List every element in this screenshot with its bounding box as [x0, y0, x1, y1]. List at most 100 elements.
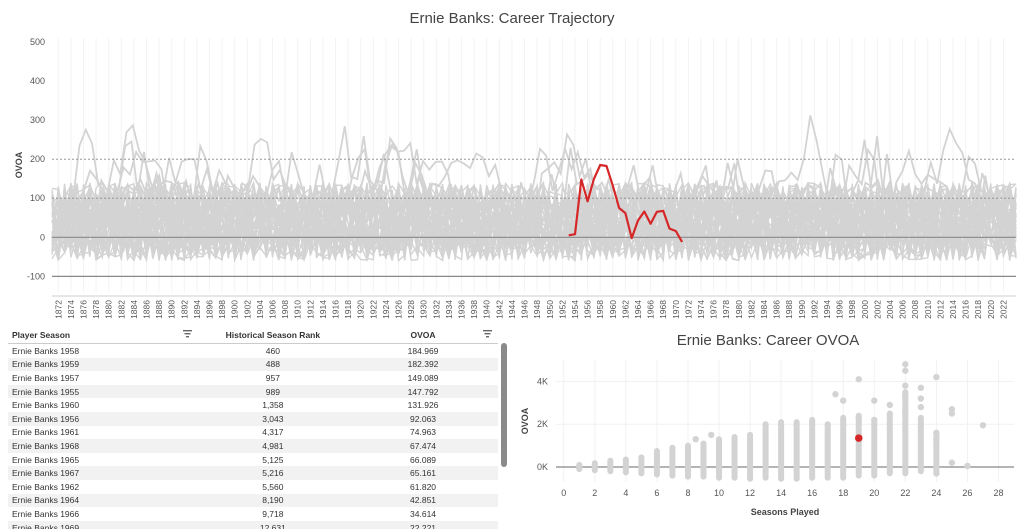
cell-ovoa: 34.614 — [410, 508, 437, 519]
x-tick-label: 1962 — [620, 300, 630, 319]
sort-icon[interactable] — [182, 330, 192, 338]
season-dot[interactable] — [902, 408, 909, 415]
x-tick-label: 1936 — [457, 300, 467, 319]
cell-ovoa: 74.963 — [410, 427, 437, 438]
season-dot[interactable] — [840, 397, 847, 404]
sort-icon[interactable] — [483, 330, 492, 338]
season-dot[interactable] — [917, 395, 925, 402]
season-dot[interactable] — [902, 367, 909, 374]
season-dot[interactable] — [917, 384, 925, 392]
background-line — [51, 181, 1017, 263]
cell-historical-rank: 5,216 — [197, 466, 349, 480]
x-tick-label: 1880 — [104, 300, 114, 319]
x-tick-label: 1944 — [507, 300, 517, 319]
table-row[interactable]: Ernie Banks 1960 1,358 131.926 — [8, 398, 498, 412]
cell-historical-rank: 9,718 — [262, 508, 284, 519]
x-tick-label: 1876 — [79, 300, 89, 319]
season-dot[interactable] — [979, 422, 987, 429]
season-dot[interactable] — [886, 401, 893, 409]
x-tick-label: 1888 — [154, 300, 164, 319]
cell-historical-rank: 957 — [265, 372, 280, 383]
season-dot[interactable] — [964, 462, 971, 470]
table-row[interactable]: Ernie Banks 1961 4,317 74.963 — [8, 426, 498, 440]
season-dot[interactable] — [855, 414, 862, 421]
season-dot[interactable] — [933, 429, 940, 436]
table-row[interactable]: Ernie Banks 1966 9,718 34.614 — [8, 507, 498, 521]
season-dot[interactable] — [917, 403, 925, 411]
table-row[interactable]: Ernie Banks 1969 12,631 22.221 — [8, 520, 498, 529]
season-dot[interactable] — [902, 361, 909, 368]
cell-ovoa: 66.089 — [410, 454, 437, 465]
x-tick-label: 24 — [931, 488, 941, 498]
x-tick-label: 1980 — [734, 300, 744, 319]
x-tick-label: 1878 — [91, 300, 101, 319]
table-row[interactable]: Ernie Banks 1956 3,043 92.063 — [8, 411, 498, 426]
background-line — [51, 180, 1017, 261]
x-tick-label: 1902 — [242, 300, 252, 319]
cell-ovoa: 147.792 — [348, 384, 498, 399]
highlight-dot-ernie-banks[interactable] — [854, 434, 863, 442]
y-tick-label: 4K — [537, 376, 548, 386]
cell-historical-rank: 12,631 — [197, 520, 349, 529]
season-dot[interactable] — [832, 391, 839, 398]
x-tick-label: 1938 — [469, 300, 479, 319]
season-dot[interactable] — [933, 444, 940, 451]
x-tick-label: 1988 — [784, 300, 794, 319]
cell-player-season: Ernie Banks 1967 — [8, 466, 198, 480]
season-dot[interactable] — [855, 376, 862, 383]
season-dot[interactable] — [692, 435, 699, 443]
background-career-lines — [51, 115, 1017, 264]
season-dot[interactable] — [948, 459, 956, 466]
x-tick-label: 1906 — [268, 300, 278, 319]
table-row[interactable]: Ernie Banks 1955 989 147.792 — [8, 384, 498, 399]
cell-player-season: Ernie Banks 1961 — [12, 427, 80, 438]
table-row[interactable]: Ernie Banks 1958 460 184.969 — [8, 344, 498, 358]
background-line — [51, 181, 1017, 261]
x-axis-label: Seasons Played — [751, 507, 820, 517]
cell-historical-rank: 989 — [197, 384, 349, 399]
season-dot[interactable] — [933, 435, 940, 443]
x-tick-label: 2012 — [935, 300, 945, 319]
season-dots — [576, 361, 987, 482]
cell-ovoa: 182.392 — [348, 357, 498, 372]
season-dot[interactable] — [871, 397, 878, 404]
x-tick-label: 1970 — [671, 300, 681, 319]
season-dot[interactable] — [902, 393, 909, 400]
table-row[interactable]: Ernie Banks 1957 957 149.089 — [8, 371, 498, 385]
x-tick-label: 1922 — [368, 300, 378, 319]
cell-historical-rank: 460 — [265, 345, 280, 356]
cell-ovoa: 42.851 — [348, 493, 498, 508]
table-row[interactable]: Ernie Banks 1964 8,190 42.851 — [8, 493, 498, 508]
season-dot[interactable] — [948, 410, 956, 417]
season-dot[interactable] — [933, 470, 940, 477]
x-tick-label: 1932 — [431, 300, 441, 319]
x-tick-label: 1966 — [646, 300, 656, 319]
table-row[interactable]: Ernie Banks 1962 5,560 61.820 — [8, 480, 498, 494]
table-row[interactable]: Ernie Banks 1959 488 182.392 — [8, 357, 498, 372]
season-dot[interactable] — [902, 382, 909, 389]
season-dot[interactable] — [708, 431, 715, 439]
table-row[interactable]: Ernie Banks 1968 4,981 67.474 — [8, 439, 498, 453]
x-tick-label: 2010 — [923, 300, 933, 319]
season-dot[interactable] — [871, 416, 878, 424]
series-line-ernie-banks[interactable] — [568, 163, 684, 243]
table-row[interactable]: Ernie Banks 1967 5,216 65.161 — [8, 466, 498, 480]
x-tick-label: 2004 — [885, 300, 895, 319]
x-tick-label: 2020 — [986, 300, 996, 319]
column-header-historical-season-rank[interactable]: Historical Season Rank — [197, 326, 349, 344]
x-tick-label: 1992 — [809, 300, 819, 319]
x-tick-label: 1898 — [217, 300, 227, 319]
x-tick-label: 1960 — [608, 300, 618, 319]
season-dot[interactable] — [933, 373, 940, 381]
x-tick-label: 1900 — [230, 300, 240, 319]
table-row[interactable]: Ernie Banks 1965 5,125 66.089 — [8, 453, 498, 467]
player-season-table-panel: Player Season Historical Season Rank OVO… — [8, 326, 508, 529]
column-header-ovoa[interactable]: OVOA — [348, 326, 498, 344]
x-tick-label: 1874 — [66, 300, 76, 319]
career-trajectory-chart[interactable]: -100 0 100 200 300 400 500 OVOA 1872 1874 1876 1878… — [0, 30, 1024, 330]
x-tick-label: 14 — [776, 488, 786, 498]
table-scrollbar[interactable] — [501, 343, 507, 467]
x-tick-label: 1890 — [167, 300, 177, 319]
column-header-player-season[interactable]: Player Season — [8, 326, 198, 344]
